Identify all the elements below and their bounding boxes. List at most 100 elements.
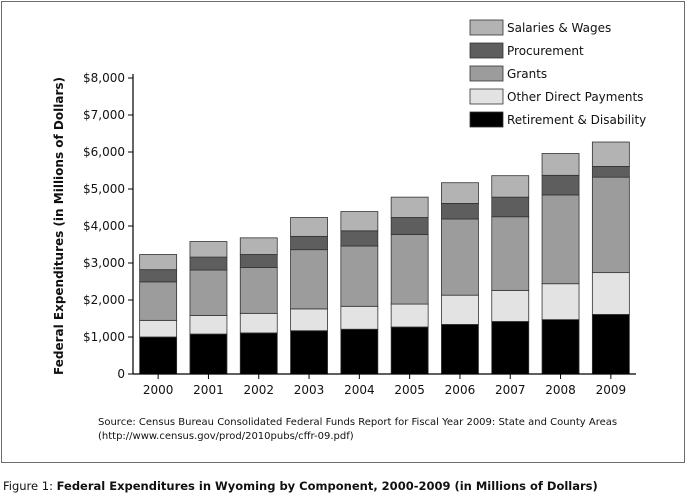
bar-segment [290,217,328,237]
bar-segment [189,333,228,375]
bar-segment [239,332,278,375]
bar-segment [139,254,178,271]
bar-segment [340,230,379,247]
x-tick-label: 2001 [193,383,224,397]
legend-swatch [469,65,504,82]
bar-segment [441,182,479,204]
bar-segment [189,256,228,271]
legend-label: Salaries & Wages [507,21,611,35]
caption-prefix: Figure 1: [3,479,57,493]
y-tick-label: $1,000 [83,330,125,344]
bar-stack-2002 [239,237,278,375]
bar-stack-2008 [541,153,580,375]
bar-stack-2006 [441,182,479,375]
x-tick-label: 2007 [495,383,526,397]
bar-segment [491,289,530,322]
bar-segment [591,314,630,375]
bar-segment [290,308,328,332]
caption-title: Federal Expenditures in Wyoming by Compo… [56,479,598,493]
legend-swatch [469,111,504,128]
legend: Salaries & Wages Procurement Grants Other D… [469,19,646,128]
bar-segment [340,211,379,232]
bar-segment [139,319,178,338]
bar-segment [189,315,228,335]
bar-segment [491,321,530,375]
bar-segment [541,174,580,196]
bar-segment [541,194,580,285]
bar-segment [591,176,630,274]
bar-segment [541,283,580,321]
legend-label: Grants [507,67,547,81]
figure-caption: Figure 1: Federal Expenditures in Wyomin… [3,479,598,493]
bar-segment [491,216,530,291]
y-tick-label: $4,000 [83,219,125,233]
y-tick-label: 0 [117,367,125,381]
x-tick-label: 2008 [545,383,576,397]
bar-segment [189,241,228,258]
x-tick-label: 2009 [596,383,627,397]
bar-segment [591,141,630,167]
legend-swatch [469,88,504,105]
y-tick-label: $8,000 [83,71,125,85]
y-tick-label: $3,000 [83,256,125,270]
bar-segment [441,294,479,325]
bars [139,141,630,375]
legend-label: Retirement & Disability [507,113,646,127]
legend-item: Salaries & Wages [469,19,611,36]
x-tick-label: 2000 [143,383,174,397]
bar-segment [139,269,178,283]
y-axis: 0 $1,000 $2,000 $3,000 $4,000 $5,000 $6,000 $7,… [83,71,134,381]
bar-segment [390,303,429,328]
bar-stack-2004 [340,211,379,375]
legend-swatch [469,19,504,36]
y-tick-label: $5,000 [83,182,125,196]
bar-segment [441,203,479,220]
x-tick-label: 2002 [243,383,274,397]
bar-segment [290,249,328,310]
bar-segment [139,281,178,321]
bar-segment [390,234,429,305]
bar-segment [390,196,429,218]
bar-segment [491,196,530,218]
bar-segment [239,237,278,255]
bar-segment [340,245,379,307]
x-axis: 2000 2001 2002 2003 2004 2005 2006 2007 2008 2009 [133,373,636,397]
y-tick-label: $7,000 [83,108,125,122]
bar-stack-2003 [290,217,328,375]
y-tick-label: $2,000 [83,293,125,307]
bar-stack-2007 [491,175,530,375]
bar-segment [239,254,278,268]
x-tick-label: 2003 [294,383,325,397]
legend-label: Procurement [507,44,584,58]
y-tick-label: $6,000 [83,145,125,159]
legend-item: Retirement & Disability [469,111,646,128]
chart-frame [1,1,685,463]
legend-label: Other Direct Payments [507,90,643,104]
bar-segment [390,217,429,235]
bar-segment [239,312,278,334]
bar-stack-2005 [390,196,429,375]
bar-segment [541,153,580,176]
bar-segment [189,269,228,316]
legend-item: Grants [469,65,547,82]
bar-segment [390,326,429,375]
legend-swatch [469,42,504,59]
bar-stack-2001 [189,241,228,375]
legend-item: Procurement [469,42,584,59]
bar-segment [340,328,379,375]
bar-segment [491,175,530,198]
bar-segment [591,272,630,315]
bar-segment [139,336,178,375]
y-axis-title: Federal Expenditures (in Millions of Dol… [52,77,66,375]
bar-segment [340,305,379,330]
bar-segment [239,267,278,314]
legend-item: Other Direct Payments [469,88,643,105]
bar-segment [290,235,328,251]
bar-segment [541,319,580,375]
x-tick-label: 2005 [394,383,425,397]
bar-segment [441,218,479,296]
bar-segment [591,166,630,178]
source-line-2: (http://www.census.gov/prod/2010pubs/cff… [98,431,354,442]
source-note: Source: Census Bureau Consolidated Feder… [98,416,658,444]
